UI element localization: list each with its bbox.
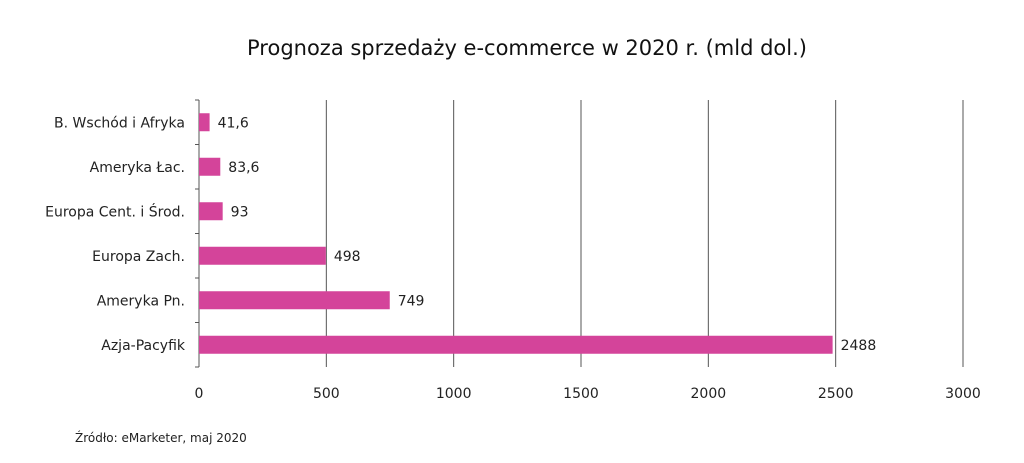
labels: 0 500 1000 1500 2000 2500 3000 B. Wschód i Afry… (45, 115, 981, 402)
x-tick-label: 1000 (436, 386, 472, 402)
x-tick-label: 2000 (691, 386, 727, 402)
grid (195, 99, 964, 368)
value-label: 749 (398, 293, 425, 309)
x-tick-label: 3000 (945, 386, 981, 402)
category-label: Azja-Pacyfik (101, 338, 186, 354)
x-tick-label: 1500 (563, 386, 599, 402)
source-note: Źródło: eMarketer, maj 2020 (75, 430, 247, 445)
chart-title: Prognoza sprzedaży e-commerce w 2020 r. … (247, 36, 807, 60)
bar (199, 202, 223, 221)
category-label: Europa Zach. (92, 249, 185, 265)
bar (199, 246, 326, 265)
value-label: 83,6 (228, 160, 259, 176)
x-tick-label: 2500 (818, 386, 854, 402)
x-tick-label: 500 (313, 386, 340, 402)
x-tick-label: 0 (195, 386, 204, 402)
value-label: 41,6 (218, 115, 249, 131)
bar (199, 113, 210, 132)
category-label: Europa Cent. i Środ. (45, 202, 185, 220)
bars (199, 113, 833, 354)
category-label: Ameryka Pn. (97, 293, 185, 309)
value-label: 2488 (841, 338, 877, 354)
bar (199, 157, 221, 176)
bar (199, 291, 390, 310)
category-label: B. Wschód i Afryka (54, 115, 185, 131)
category-label: Ameryka Łac. (90, 160, 185, 176)
value-label: 93 (231, 204, 249, 220)
bar (199, 335, 833, 354)
value-label: 498 (334, 249, 361, 265)
